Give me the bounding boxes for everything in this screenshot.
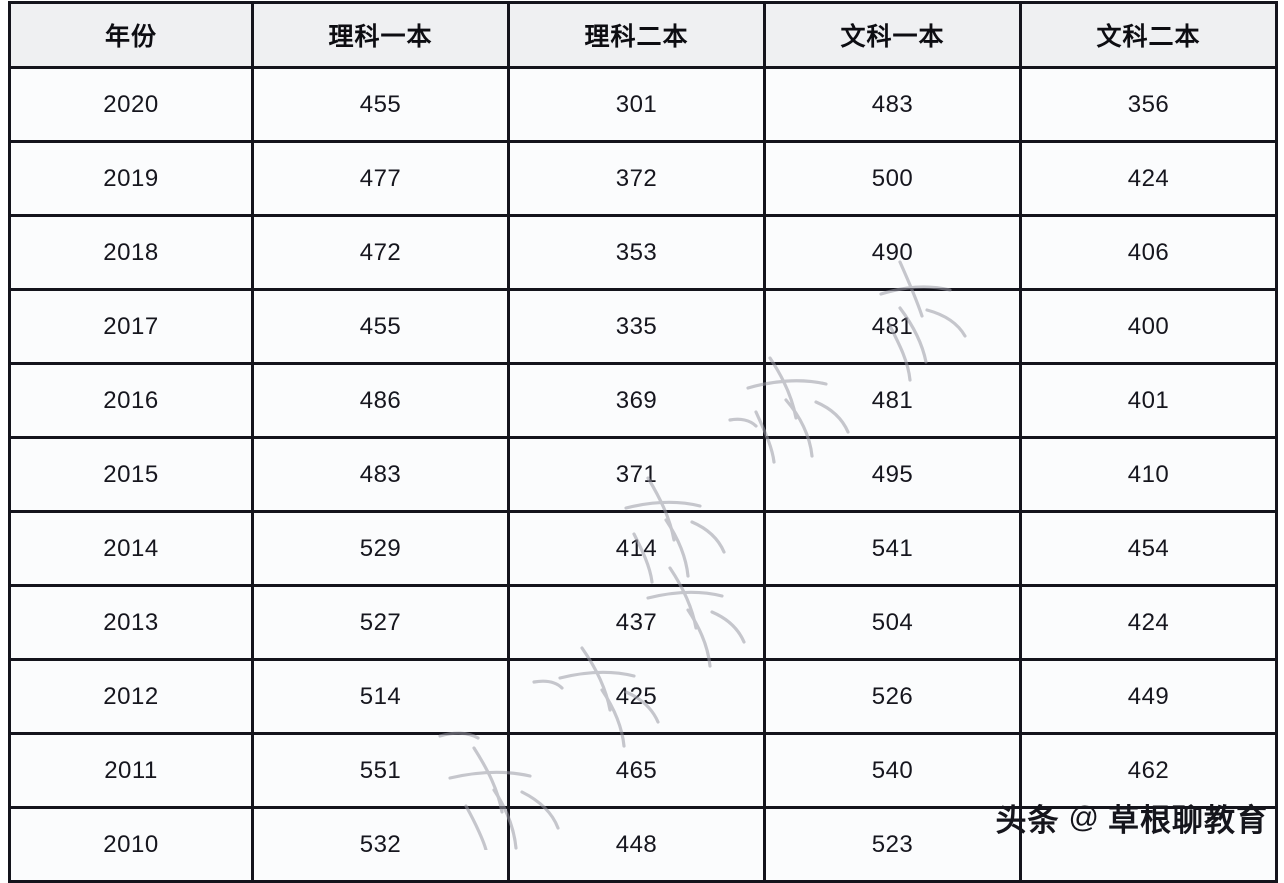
cell-art-second: 449: [1019, 658, 1278, 735]
cell-art-first: 541: [763, 510, 1022, 587]
table-row: 2010 532 448 523: [8, 806, 1278, 883]
cell-art-second: 424: [1019, 584, 1278, 661]
cell-sci-first: 472: [251, 214, 510, 291]
table-row: 2020 455 301 483 356: [8, 66, 1278, 143]
cell-art-first: 481: [763, 288, 1022, 365]
cell-art-first: 540: [763, 732, 1022, 809]
cell-art-second: [1019, 806, 1278, 883]
table-row: 2012 514 425 526 449: [8, 658, 1278, 735]
cell-sci-first: 486: [251, 362, 510, 439]
cell-year: 2013: [8, 584, 254, 661]
table-header: 年份 理科一本 理科二本 文科一本 文科二本: [8, 1, 1278, 69]
column-header-year: 年份: [8, 1, 254, 69]
table-row: 2014 529 414 541 454: [8, 510, 1278, 587]
cell-sci-first: 527: [251, 584, 510, 661]
cell-art-second: 454: [1019, 510, 1278, 587]
cell-year: 2020: [8, 66, 254, 143]
cell-art-second: 400: [1019, 288, 1278, 365]
cell-sci-first: 529: [251, 510, 510, 587]
cell-sci-second: 301: [507, 66, 766, 143]
cell-sci-first: 514: [251, 658, 510, 735]
cell-art-second: 462: [1019, 732, 1278, 809]
cell-sci-second: 414: [507, 510, 766, 587]
cell-year: 2014: [8, 510, 254, 587]
column-header-sci-second: 理科二本: [507, 1, 766, 69]
cell-sci-second: 425: [507, 658, 766, 735]
table-body: 2020 455 301 483 356 2019 477 372 500 42…: [8, 66, 1278, 883]
table-row: 2019 477 372 500 424: [8, 140, 1278, 217]
cell-sci-second: 369: [507, 362, 766, 439]
cell-art-second: 401: [1019, 362, 1278, 439]
cell-sci-second: 335: [507, 288, 766, 365]
cell-sci-first: 455: [251, 288, 510, 365]
cell-art-first: 495: [763, 436, 1022, 513]
cell-year: 2019: [8, 140, 254, 217]
header-row: 年份 理科一本 理科二本 文科一本 文科二本: [8, 1, 1278, 69]
cell-art-first: 526: [763, 658, 1022, 735]
table-row: 2017 455 335 481 400: [8, 288, 1278, 365]
cell-art-second: 406: [1019, 214, 1278, 291]
table-row: 2011 551 465 540 462: [8, 732, 1278, 809]
table-row: 2015 483 371 495 410: [8, 436, 1278, 513]
cell-sci-second: 448: [507, 806, 766, 883]
cell-sci-first: 483: [251, 436, 510, 513]
cell-art-second: 424: [1019, 140, 1278, 217]
cell-art-first: 523: [763, 806, 1022, 883]
cell-art-first: 483: [763, 66, 1022, 143]
cell-year: 2012: [8, 658, 254, 735]
cell-sci-second: 353: [507, 214, 766, 291]
cell-year: 2017: [8, 288, 254, 365]
cell-art-first: 481: [763, 362, 1022, 439]
cell-year: 2016: [8, 362, 254, 439]
score-table-container: 年份 理科一本 理科二本 文科一本 文科二本 2020 455 301 483 …: [8, 1, 1278, 883]
cell-year: 2015: [8, 436, 254, 513]
cell-sci-first: 551: [251, 732, 510, 809]
cell-art-second: 410: [1019, 436, 1278, 513]
cell-art-first: 500: [763, 140, 1022, 217]
column-header-sci-first: 理科一本: [251, 1, 510, 69]
table-row: 2013 527 437 504 424: [8, 584, 1278, 661]
cell-year: 2010: [8, 806, 254, 883]
cell-art-first: 504: [763, 584, 1022, 661]
cell-sci-first: 455: [251, 66, 510, 143]
cell-sci-second: 437: [507, 584, 766, 661]
cell-sci-first: 532: [251, 806, 510, 883]
column-header-art-first: 文科一本: [763, 1, 1022, 69]
cell-year: 2011: [8, 732, 254, 809]
column-header-art-second: 文科二本: [1019, 1, 1278, 69]
cell-sci-first: 477: [251, 140, 510, 217]
cell-sci-second: 371: [507, 436, 766, 513]
cell-sci-second: 465: [507, 732, 766, 809]
cell-year: 2018: [8, 214, 254, 291]
admission-score-table: 年份 理科一本 理科二本 文科一本 文科二本 2020 455 301 483 …: [8, 1, 1278, 883]
cell-art-second: 356: [1019, 66, 1278, 143]
table-row: 2016 486 369 481 401: [8, 362, 1278, 439]
cell-art-first: 490: [763, 214, 1022, 291]
table-row: 2018 472 353 490 406: [8, 214, 1278, 291]
cell-sci-second: 372: [507, 140, 766, 217]
